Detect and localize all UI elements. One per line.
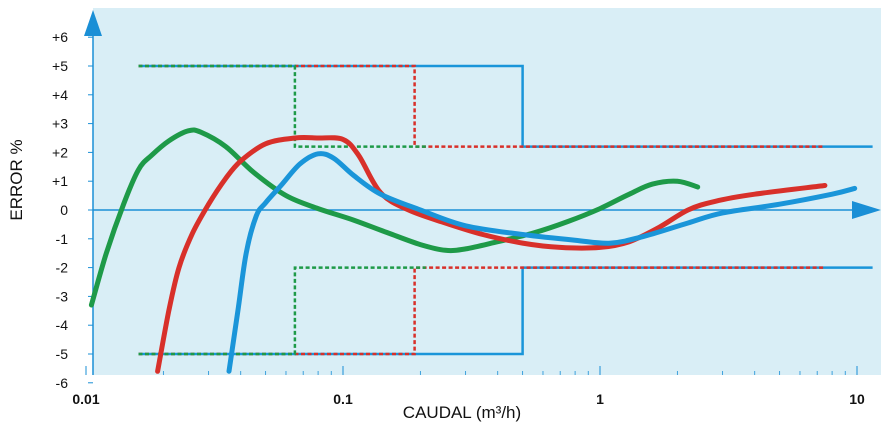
y-tick-label: +2 [52,144,68,160]
y-tick-label: -5 [56,346,69,362]
y-tick-label: +3 [52,116,68,132]
y-tick-label: +1 [52,173,68,189]
x-tick-label: 0.1 [333,391,353,407]
y-tick-label: -1 [56,231,69,247]
plot-background [93,8,881,375]
green-limit-line [138,64,426,148]
x-tick-label: 10 [849,391,865,407]
y-tick-label: -4 [56,317,69,333]
x-tick-label: 1 [596,391,604,407]
y-axis-label: ERROR % [7,139,26,220]
y-axis: +6 +5 +4 +3 +2 +1 0 -1 -2 -3 -4 -5 -6 [52,10,102,391]
x-axis-label: CAUDAL (m³/h) [403,403,521,422]
y-tick-label: -3 [56,288,69,304]
x-axis-arrow [852,201,881,219]
green-error-curve [88,127,701,308]
y-tick-label: +5 [52,58,68,74]
green-limit-line [138,266,426,356]
x-tick-label: 0.01 [72,391,99,407]
blue-error-curve [226,151,858,374]
y-tick-label: +4 [52,87,68,103]
y-tick-label: +6 [52,29,68,45]
limit-lines [138,64,873,356]
series-lines [88,127,858,374]
y-tick-label: -6 [56,375,69,391]
y-tick-label: -2 [56,260,69,276]
y-tick-label: 0 [60,202,68,218]
y-axis-arrow [84,10,102,36]
